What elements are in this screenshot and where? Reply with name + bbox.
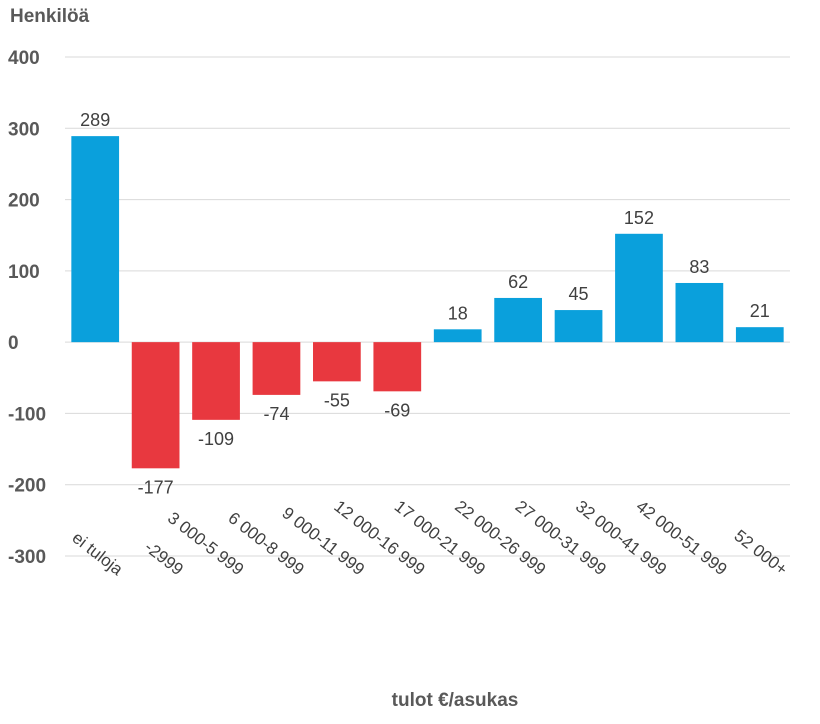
- data-label: 152: [624, 208, 654, 228]
- data-label: 289: [80, 110, 110, 130]
- y-axis-title: Henkilöä: [10, 6, 90, 27]
- bar: [192, 342, 240, 420]
- y-tick-label: -300: [8, 547, 46, 568]
- bar: [131, 342, 180, 469]
- bar: [433, 329, 482, 343]
- bar: [252, 342, 301, 395]
- data-label: 21: [750, 301, 770, 321]
- bar: [554, 310, 603, 343]
- bar: [313, 342, 361, 382]
- y-tick-label: 400: [8, 48, 40, 69]
- x-category-label: ei tuloja: [69, 528, 127, 579]
- data-label: 62: [508, 272, 528, 292]
- data-label: -109: [198, 429, 234, 449]
- x-axis-title: tulot €/asukas: [392, 690, 519, 711]
- bar: [71, 136, 120, 343]
- data-label: -177: [138, 477, 174, 497]
- y-tick-label: 0: [8, 333, 19, 354]
- bars: [71, 136, 784, 469]
- data-label: 45: [569, 284, 589, 304]
- gridlines: [65, 56, 790, 557]
- data-label: -69: [384, 400, 410, 420]
- data-label: 18: [448, 303, 468, 323]
- y-tick-label: -200: [8, 476, 46, 497]
- data-labels: 289 -177 -109 -74 -55 -69 18 62 45 152 83 21: [80, 110, 770, 497]
- data-label: 83: [689, 257, 709, 277]
- bar: [675, 282, 724, 343]
- y-tick-label: 300: [8, 119, 40, 140]
- x-category-label: 52 000+: [731, 526, 792, 579]
- bar: [494, 297, 542, 343]
- data-label: -55: [324, 390, 350, 410]
- bar: [373, 342, 422, 392]
- bar: [735, 327, 784, 343]
- y-tick-label: 200: [8, 191, 40, 212]
- bar: [615, 233, 663, 343]
- x-category-label: -2999: [141, 537, 187, 579]
- y-tick-label: 100: [8, 262, 40, 283]
- y-axis-ticks: 400 300 200 100 0 -100 -200 -300: [8, 48, 46, 568]
- y-tick-label: -100: [8, 404, 46, 425]
- data-label: -74: [263, 404, 289, 424]
